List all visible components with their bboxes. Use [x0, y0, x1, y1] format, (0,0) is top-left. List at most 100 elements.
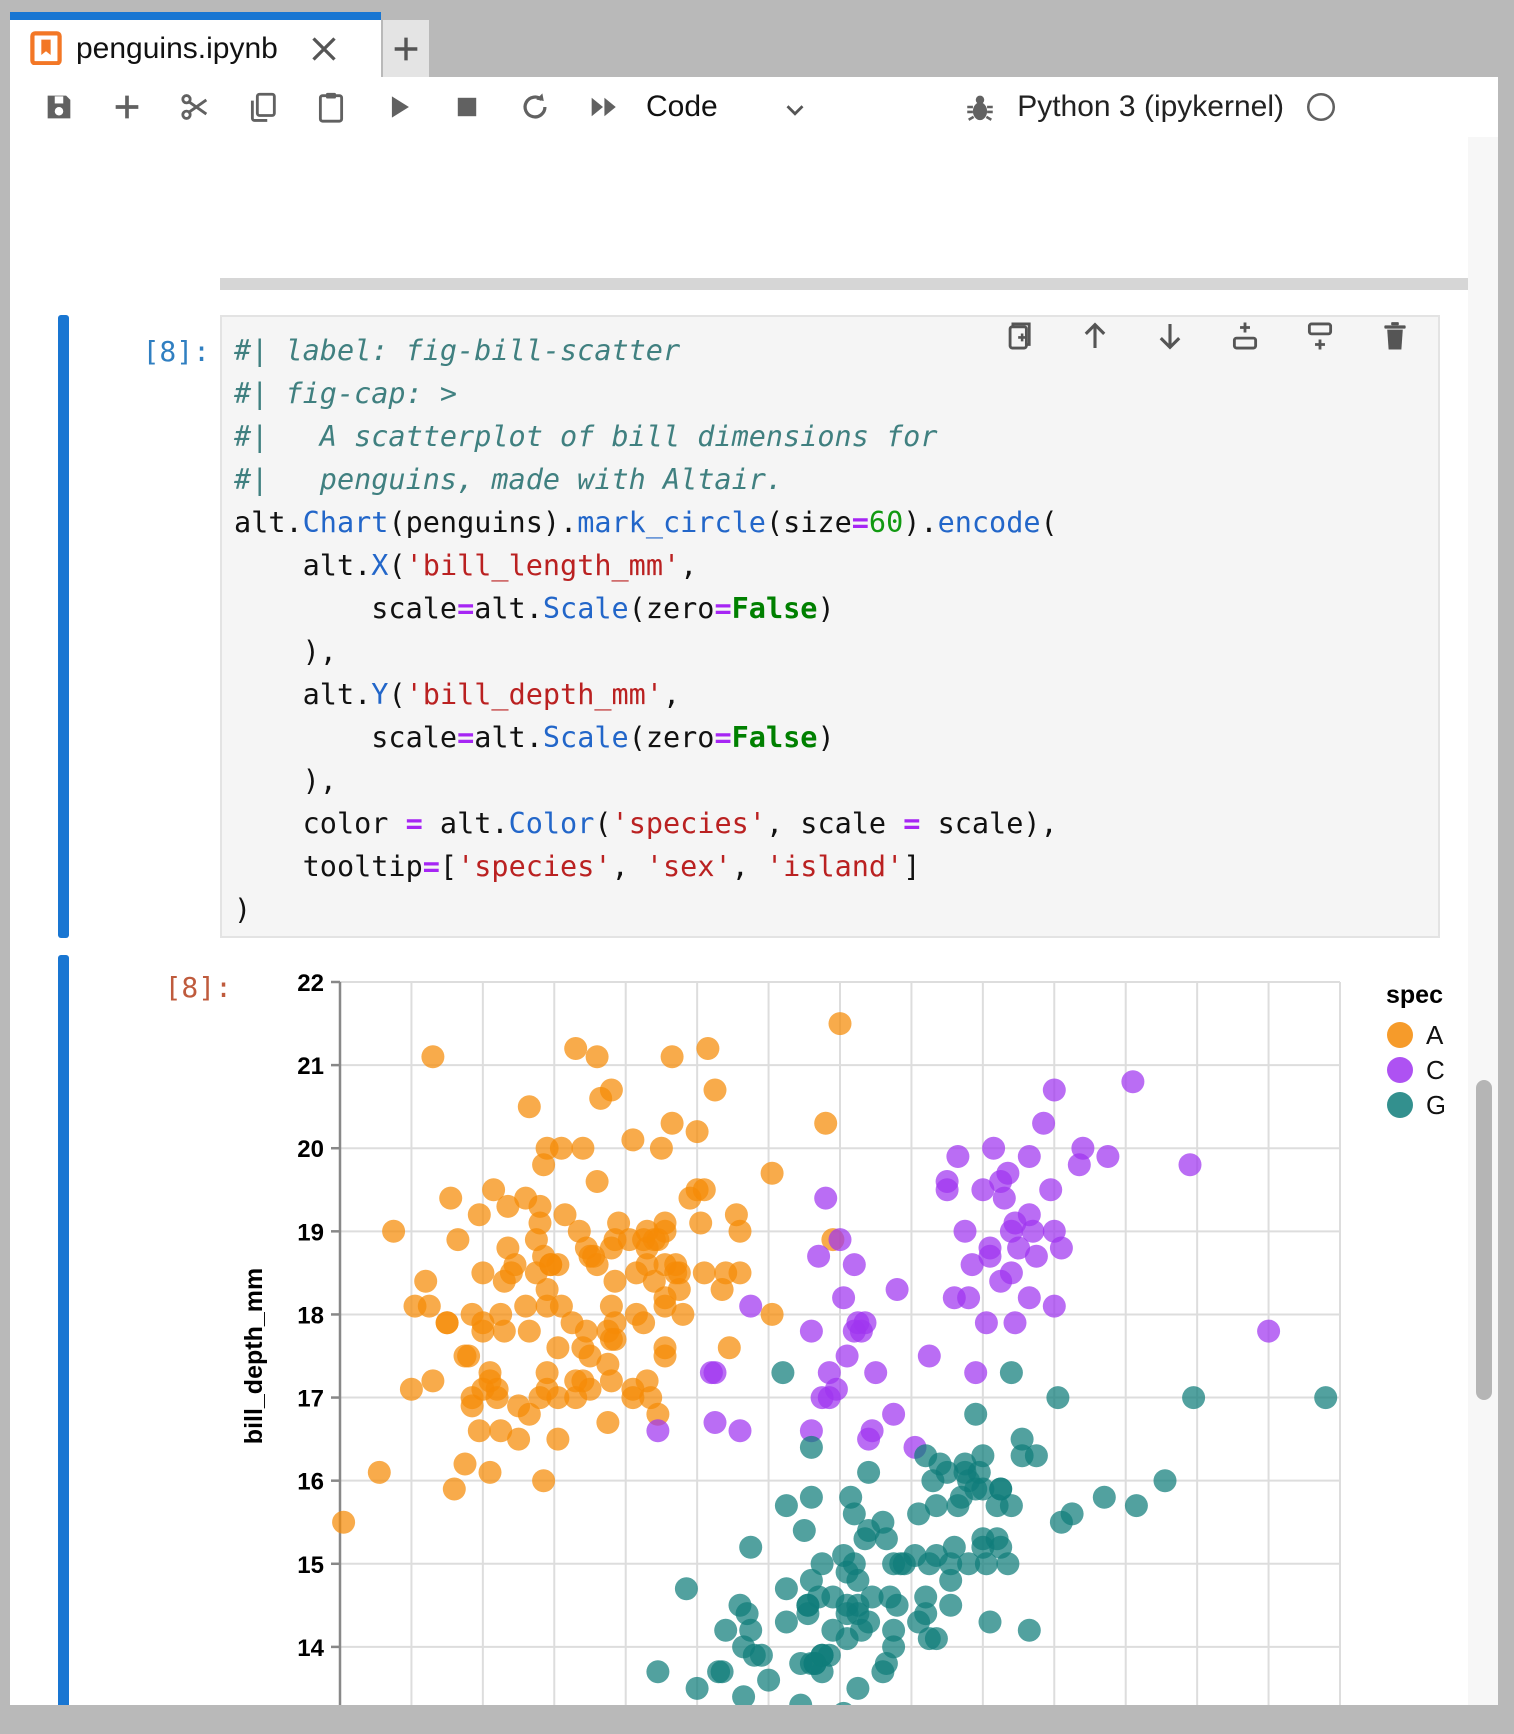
data-point[interactable] — [467, 1419, 491, 1443]
data-point[interactable] — [917, 1344, 941, 1368]
data-point[interactable] — [703, 1361, 727, 1385]
data-point[interactable] — [399, 1377, 423, 1401]
data-point[interactable] — [457, 1344, 481, 1368]
data-point[interactable] — [471, 1261, 495, 1285]
data-point[interactable] — [460, 1302, 484, 1326]
data-point[interactable] — [478, 1460, 502, 1484]
data-point[interactable] — [528, 1211, 552, 1235]
data-point[interactable] — [603, 1311, 627, 1335]
data-point[interactable] — [846, 1676, 870, 1700]
data-point[interactable] — [757, 1668, 781, 1692]
stop-icon[interactable] — [450, 90, 484, 124]
data-point[interactable] — [646, 1419, 670, 1443]
data-point[interactable] — [1071, 1136, 1095, 1160]
data-point[interactable] — [596, 1411, 620, 1434]
run-all-icon[interactable] — [586, 90, 620, 124]
data-point[interactable] — [1024, 1244, 1048, 1268]
data-point[interactable] — [903, 1544, 927, 1567]
data-point[interactable] — [760, 1161, 784, 1185]
data-point[interactable] — [1046, 1386, 1070, 1410]
data-point[interactable] — [807, 1244, 831, 1268]
move-up-icon[interactable] — [1078, 319, 1112, 353]
delete-icon[interactable] — [1378, 319, 1412, 353]
run-icon[interactable] — [382, 90, 416, 124]
data-point[interactable] — [603, 1228, 627, 1252]
data-point[interactable] — [799, 1419, 823, 1443]
data-point[interactable] — [939, 1552, 963, 1576]
data-point[interactable] — [835, 1602, 859, 1626]
data-point[interactable] — [964, 1361, 988, 1385]
data-point[interactable] — [382, 1219, 406, 1243]
data-point[interactable] — [999, 1361, 1023, 1385]
data-point[interactable] — [635, 1219, 659, 1243]
data-point[interactable] — [967, 1460, 991, 1484]
data-point[interactable] — [799, 1485, 823, 1509]
data-point[interactable] — [489, 1419, 513, 1443]
data-point[interactable] — [728, 1419, 752, 1443]
data-point[interactable] — [953, 1219, 977, 1243]
data-point[interactable] — [828, 1228, 852, 1252]
cell-type-dropdown[interactable]: Code — [646, 89, 810, 125]
data-point[interactable] — [653, 1344, 677, 1368]
duplicate-icon[interactable] — [1003, 319, 1037, 353]
data-point[interactable] — [935, 1170, 959, 1193]
data-point[interactable] — [1042, 1078, 1066, 1102]
data-point[interactable] — [714, 1618, 738, 1642]
data-point[interactable] — [878, 1585, 902, 1609]
data-point[interactable] — [928, 1452, 952, 1476]
data-point[interactable] — [1003, 1311, 1027, 1335]
data-point[interactable] — [939, 1593, 963, 1617]
data-point[interactable] — [1024, 1444, 1048, 1468]
data-point[interactable] — [564, 1037, 588, 1060]
data-point[interactable] — [760, 1302, 784, 1326]
vertical-scrollbar-thumb[interactable] — [1476, 1080, 1492, 1400]
output-collapser[interactable] — [58, 955, 69, 1705]
data-point[interactable] — [774, 1610, 798, 1634]
data-point[interactable] — [735, 1602, 759, 1626]
data-point[interactable] — [871, 1510, 895, 1534]
data-point[interactable] — [814, 1111, 838, 1135]
data-point[interactable] — [507, 1427, 531, 1451]
data-point[interactable] — [442, 1477, 466, 1501]
data-point[interactable] — [789, 1652, 813, 1675]
data-point[interactable] — [421, 1369, 445, 1393]
data-point[interactable] — [724, 1203, 748, 1227]
insert-above-icon[interactable] — [1228, 319, 1262, 353]
data-point[interactable] — [435, 1311, 459, 1335]
data-point[interactable] — [1121, 1070, 1145, 1094]
data-point[interactable] — [524, 1261, 548, 1285]
data-point[interactable] — [978, 1610, 1002, 1634]
data-point[interactable] — [553, 1203, 577, 1227]
data-point[interactable] — [535, 1294, 559, 1318]
data-point[interactable] — [810, 1552, 834, 1576]
data-point[interactable] — [660, 1111, 684, 1135]
move-down-icon[interactable] — [1153, 319, 1187, 353]
data-point[interactable] — [653, 1211, 677, 1235]
data-point[interactable] — [810, 1643, 834, 1667]
data-point[interactable] — [621, 1128, 645, 1152]
data-point[interactable] — [796, 1602, 820, 1626]
data-point[interactable] — [882, 1552, 906, 1576]
data-point[interactable] — [1153, 1469, 1177, 1493]
data-point[interactable] — [885, 1278, 909, 1301]
data-point[interactable] — [957, 1552, 981, 1576]
data-point[interactable] — [828, 1012, 852, 1036]
data-point[interactable] — [914, 1585, 938, 1609]
data-point[interactable] — [585, 1045, 609, 1069]
data-point[interactable] — [535, 1278, 559, 1301]
data-point[interactable] — [842, 1552, 866, 1576]
data-point[interactable] — [532, 1469, 556, 1493]
data-point[interactable] — [835, 1344, 859, 1368]
data-point[interactable] — [907, 1502, 931, 1526]
data-point[interactable] — [414, 1269, 438, 1293]
data-point[interactable] — [832, 1286, 856, 1310]
data-point[interactable] — [974, 1552, 998, 1576]
data-point[interactable] — [817, 1361, 841, 1385]
data-point[interactable] — [1017, 1145, 1041, 1168]
data-point[interactable] — [732, 1635, 756, 1659]
data-point[interactable] — [946, 1145, 970, 1168]
restart-kernel-icon[interactable] — [518, 90, 552, 124]
data-point[interactable] — [660, 1045, 684, 1069]
data-point[interactable] — [578, 1377, 602, 1401]
code-cell[interactable]: #| label: fig-bill-scatter #| fig-cap: > #… — [220, 315, 1440, 938]
